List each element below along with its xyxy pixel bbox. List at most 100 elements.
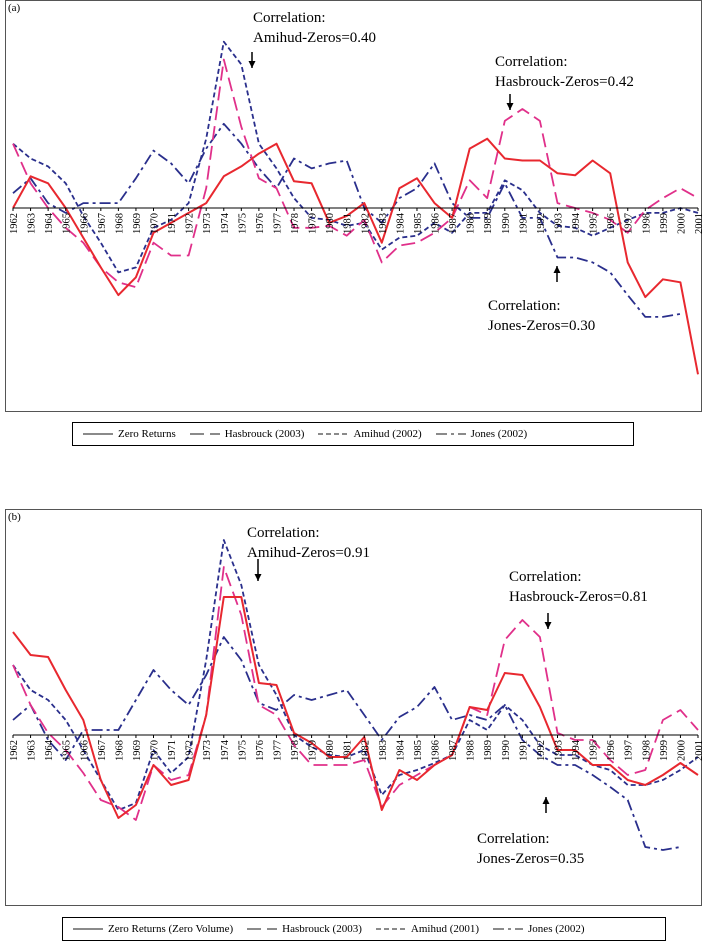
panel-label-a: (a): [8, 2, 21, 14]
panel-label-b: (b): [8, 511, 21, 523]
x-tick-label-b: 1974: [220, 739, 231, 761]
series-line-zero-a: [12, 137, 699, 375]
chart-b-svg: (b) 1962 1963 1964 1965 1966 1967 1968 1969 1970 1…: [5, 509, 702, 906]
legend-swatch-hasbrouck: [247, 928, 278, 930]
x-tick-label-b: 1981: [343, 740, 354, 761]
x-tick-label-a: 1966: [79, 213, 90, 234]
chart-panel-b: (b) 1962 1963 1964 1965 1966 1967 1968 1969 1970 1…: [5, 509, 702, 911]
x-tick-label-b: 2001: [694, 740, 702, 761]
series-line-hasbrouck-b: [12, 566, 699, 821]
x-tick-label-a: 1987: [448, 213, 459, 234]
x-tick-label-a: 1991: [518, 213, 529, 234]
series-line-zero-b: [12, 596, 699, 819]
legend-item-hasbrouck: Hasbrouck (2003): [189, 428, 305, 440]
annotation-arrow-b: [544, 613, 552, 629]
legend-label: Amihud (2002): [353, 428, 422, 440]
annotation-text-b: Jones-Zeros=0.35: [477, 851, 584, 867]
x-tick-label-a: 1992: [536, 213, 547, 234]
series-line-jones-b: [12, 636, 681, 851]
x-tick-label-b: 1992: [536, 740, 547, 761]
x-tick-label-a: 1975: [237, 213, 248, 234]
legend-label: Hasbrouck (2003): [282, 923, 362, 935]
x-tick-label-a: 1994: [571, 212, 582, 234]
x-tick-label-a: 1974: [220, 212, 231, 234]
x-tick-label-a: 1977: [273, 213, 284, 234]
x-tick-label-a: 1999: [659, 213, 670, 234]
annotation-text-a: Amihud-Zeros=0.40: [253, 30, 376, 46]
x-tick-label-b: 1985: [413, 740, 424, 761]
annotation-text-a: Jones-Zeros=0.30: [488, 318, 595, 334]
legend-label: Zero Returns: [118, 428, 176, 440]
x-tick-label-a: 2000: [676, 213, 687, 234]
legend-item-zero: Zero Returns (Zero Volume): [73, 923, 233, 935]
legend-item-amihud: Amihud (2001): [375, 923, 479, 935]
annotation-arrow-a: [553, 266, 561, 282]
legend-swatch-jones: [435, 433, 466, 435]
chart-panel-a: (a) 1962 1963 1964 1965 1966 1967 1968 1969 1970 1…: [5, 0, 702, 417]
x-tick-label-b: 1977: [273, 740, 284, 761]
legend-label: Jones (2002): [528, 923, 585, 935]
annotation-text-b: Amihud-Zeros=0.91: [247, 545, 370, 561]
x-tick-label-a: 1968: [114, 213, 125, 234]
x-tick-label-b: 1973: [202, 740, 213, 761]
x-tick-label-b: 1986: [431, 740, 442, 761]
x-tick-label-b: 1976: [255, 740, 266, 761]
x-tick-label-b: 1993: [554, 740, 565, 761]
x-tick-label-b: 2000: [676, 740, 687, 761]
annotation-arrow-a: [248, 52, 256, 68]
x-tick-label-a: 1984: [395, 212, 406, 234]
x-tick-label-b: 1984: [395, 739, 406, 761]
x-tick-label-b: 1978: [290, 740, 301, 761]
x-tick-label-a: 1993: [554, 213, 565, 234]
x-tick-label-a: 1971: [167, 213, 178, 234]
x-tick-label-a: 1970: [150, 213, 161, 234]
x-tick-label-b: 1988: [466, 740, 477, 761]
x-tick-label-a: 1998: [641, 213, 652, 234]
x-tick-label-a: 1997: [624, 213, 635, 234]
legend-item-amihud: Amihud (2002): [318, 428, 422, 440]
x-tick-label-b: 1983: [378, 740, 389, 761]
x-tick-label-b: 1990: [501, 740, 512, 761]
x-tick-label-a: 1988: [466, 213, 477, 234]
legend-label: Hasbrouck (2003): [224, 428, 305, 440]
x-tick-label-a: 1965: [62, 213, 73, 234]
plot-frame-a: [5, 0, 702, 412]
annotation-text-b: Correlation:: [477, 831, 549, 847]
x-tick-label-b: 1980: [325, 740, 336, 761]
x-tick-label-a: 1979: [308, 213, 319, 234]
x-tick-label-b: 1969: [132, 740, 143, 761]
annotation-arrow-a: [506, 94, 514, 110]
legend-a: Zero Returns Hasbrouck (2003) Amihud (2002…: [72, 422, 634, 446]
annotation-arrow-b: [254, 559, 262, 581]
x-tick-label-a: 1964: [44, 212, 55, 234]
x-tick-label-a: 1986: [431, 213, 442, 234]
series-line-jones-a: [12, 122, 681, 318]
series-line-hasbrouck-a: [12, 58, 699, 289]
x-tick-label-a: 1969: [132, 213, 143, 234]
x-tick-label-b: 1995: [589, 740, 600, 761]
x-tick-label-a: 1983: [378, 213, 389, 234]
x-tick-label-b: 1997: [624, 740, 635, 761]
x-tick-label-b: 1963: [27, 740, 38, 761]
series-line-amihud-b: [12, 539, 699, 811]
legend-b: Zero Returns (Zero Volume) Hasbrouck (200…: [62, 917, 666, 941]
annotation-arrow-b: [542, 797, 550, 813]
x-tick-label-b: 1979: [308, 740, 319, 761]
x-tick-label-b: 1991: [518, 740, 529, 761]
x-tick-label-b: 1964: [44, 739, 55, 761]
x-tick-label-b: 1994: [571, 739, 582, 761]
x-tick-label-b: 1972: [185, 740, 196, 761]
plot-frame-b: [5, 509, 702, 906]
legend-swatch-jones: [493, 928, 524, 930]
x-tick-label-b: 1989: [483, 740, 494, 761]
legend-item-jones: Jones (2002): [435, 428, 528, 440]
x-tick-label-b: 1967: [97, 740, 108, 761]
annotation-text-a: Correlation:: [253, 10, 325, 26]
legend-label: Jones (2002): [470, 428, 528, 440]
x-tick-label-a: 1989: [483, 213, 494, 234]
legend-swatch-hasbrouck: [189, 433, 220, 435]
legend-swatch-amihud: [318, 433, 349, 435]
x-tick-label-a: 1981: [343, 213, 354, 234]
x-tick-label-a: 1996: [606, 213, 617, 234]
x-tick-label-b: 1970: [150, 740, 161, 761]
